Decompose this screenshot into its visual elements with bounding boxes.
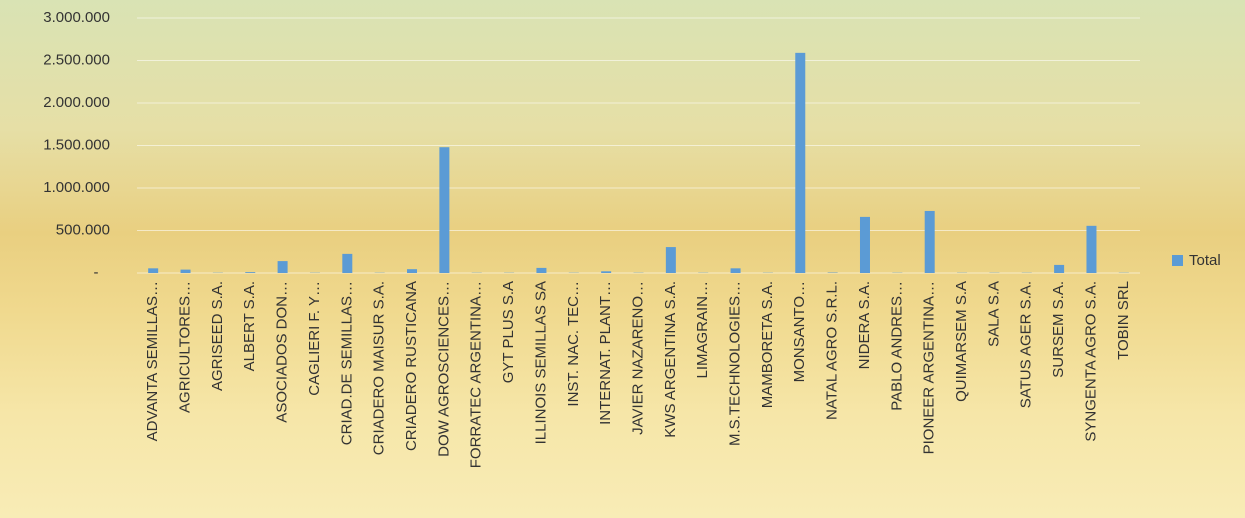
legend-label: Total bbox=[1189, 252, 1221, 269]
bar bbox=[666, 247, 676, 273]
x-tick-label: SALA S.A bbox=[985, 281, 1002, 347]
y-tick-label: 2.500.000 bbox=[43, 51, 110, 68]
x-tick-label: SURSEM S.A. bbox=[1050, 281, 1067, 378]
x-tick-label: KWS ARGENTINA S.A. bbox=[662, 281, 679, 438]
x-tick-label: SYNGENTA AGRO S.A. bbox=[1082, 281, 1099, 442]
x-tick-label: AGRICULTORES… bbox=[177, 281, 194, 413]
y-tick-label: 2.000.000 bbox=[43, 94, 110, 111]
bar bbox=[1054, 265, 1064, 273]
x-tick-label: M.S.TECHNOLOGIES… bbox=[727, 281, 744, 446]
x-tick-label: LIMAGRAIN… bbox=[694, 281, 711, 379]
bar bbox=[795, 53, 805, 273]
y-tick-label: 500.000 bbox=[56, 221, 110, 238]
bar bbox=[536, 268, 546, 273]
x-tick-label: SATUS AGER S.A. bbox=[1018, 281, 1035, 408]
legend-swatch bbox=[1172, 255, 1183, 266]
bar bbox=[181, 270, 191, 273]
bar bbox=[1086, 226, 1096, 273]
x-tick-label: DOW AGROSCIENCES… bbox=[435, 281, 452, 457]
x-tick-label: CAGLIERI F. Y… bbox=[306, 281, 323, 396]
x-tick-label: JAVIER NAZARENO… bbox=[629, 281, 646, 435]
bar bbox=[278, 261, 288, 273]
x-tick-label: TOBIN SRL bbox=[1115, 281, 1132, 360]
x-tick-label: AGRISEED S.A. bbox=[209, 281, 226, 391]
x-tick-label: INTERNAT. PLANT… bbox=[597, 281, 614, 425]
x-tick-label: ILLINOIS SEMILLAS SA bbox=[532, 281, 549, 444]
x-tick-label: MONSANTO… bbox=[791, 281, 808, 382]
x-tick-label: CRIADERO RUSTICANA bbox=[403, 281, 420, 451]
y-tick-label: - bbox=[94, 264, 99, 281]
bar bbox=[439, 147, 449, 273]
x-tick-label: GYT PLUS S.A bbox=[500, 281, 517, 383]
x-tick-label: CRIADERO MAISUR S.A. bbox=[371, 281, 388, 455]
x-tick-label: PABLO ANDRES… bbox=[888, 281, 905, 411]
y-tick-label: 3.000.000 bbox=[43, 9, 110, 26]
x-tick-label: QUIMARSEM S.A bbox=[953, 281, 970, 402]
y-tick-label: 1.000.000 bbox=[43, 179, 110, 196]
x-tick-label: ADVANTA SEMILLAS… bbox=[144, 281, 161, 441]
bar bbox=[601, 271, 611, 273]
y-tick-label: 1.500.000 bbox=[43, 136, 110, 153]
x-tick-label: CRIAD.DE SEMILLAS… bbox=[338, 281, 355, 445]
bar bbox=[342, 254, 352, 273]
bar bbox=[245, 272, 255, 273]
x-tick-label: NIDERA S.A. bbox=[856, 281, 873, 369]
x-tick-label: MAMBORETA S.A. bbox=[759, 281, 776, 408]
bar bbox=[860, 217, 870, 273]
x-tick-label: ALBERT S.A. bbox=[241, 281, 258, 371]
x-tick-label: INST. NAC. TEC… bbox=[565, 281, 582, 407]
x-tick-label: PIONEER ARGENTINA… bbox=[921, 281, 938, 454]
bar bbox=[407, 269, 417, 273]
x-tick-label: NATAL AGRO S.R.L. bbox=[824, 281, 841, 420]
bar bbox=[148, 268, 158, 273]
bar bbox=[925, 211, 935, 273]
bar bbox=[731, 268, 741, 273]
x-tick-label: ASOCIADOS DON… bbox=[274, 281, 291, 423]
chart-background: - 500.000 1.000.000 1.500.000 2.000.000 2.500… bbox=[0, 0, 1245, 518]
x-tick-label: FORRATEC ARGENTINA… bbox=[468, 281, 485, 468]
chart: - 500.000 1.000.000 1.500.000 2.000.000 2.500… bbox=[0, 0, 1245, 518]
